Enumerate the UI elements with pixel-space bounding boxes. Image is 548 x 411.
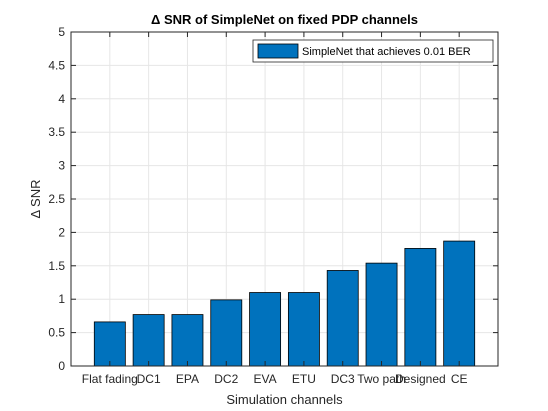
y-tick-label: 0 bbox=[58, 359, 65, 373]
y-tick-label: 3.5 bbox=[48, 125, 65, 139]
y-tick-label: 2 bbox=[58, 225, 65, 239]
bar-dc3 bbox=[326, 270, 359, 367]
legend: SimpleNet that achieves 0.01 BER bbox=[252, 39, 494, 63]
bar-dc1 bbox=[132, 314, 165, 367]
y-tick-label: 4 bbox=[58, 92, 65, 106]
x-tick-label: ETU bbox=[292, 372, 316, 386]
x-tick-label: EVA bbox=[254, 372, 277, 386]
x-tick-label: DC3 bbox=[331, 372, 355, 386]
legend-box bbox=[252, 39, 494, 63]
bar-ce bbox=[443, 240, 476, 367]
y-tick-label: 0.5 bbox=[48, 326, 65, 340]
chart-title: Δ SNR of SimpleNet on fixed PDP channels bbox=[151, 12, 418, 27]
bar-eva bbox=[249, 292, 282, 367]
bar-etu bbox=[287, 292, 320, 367]
x-tick-label: DC2 bbox=[214, 372, 238, 386]
bar-flat-fading bbox=[93, 321, 126, 367]
x-axis-title: Simulation channels bbox=[226, 392, 343, 407]
x-tick-label: EPA bbox=[176, 372, 199, 386]
x-tick-label: Flat fading bbox=[82, 372, 138, 386]
legend-entry-label: SimpleNet that achieves 0.01 BER bbox=[302, 46, 471, 58]
x-tick-label: Designed bbox=[395, 372, 446, 386]
y-tick-label: 2.5 bbox=[48, 192, 65, 206]
y-tick-label: 5 bbox=[58, 25, 65, 39]
ticks bbox=[71, 31, 498, 367]
y-tick-label: 1 bbox=[58, 292, 65, 306]
bar-two-path bbox=[365, 262, 398, 367]
bar-epa bbox=[171, 314, 204, 367]
y-axis-title: Δ SNR bbox=[28, 179, 43, 218]
bar-dc2 bbox=[210, 299, 243, 367]
y-tick-label: 4.5 bbox=[48, 58, 65, 72]
legend-swatch bbox=[257, 43, 299, 59]
x-tick-label: CE bbox=[451, 372, 468, 386]
bars bbox=[93, 240, 476, 367]
y-tick-label: 1.5 bbox=[48, 259, 65, 273]
bar-designed bbox=[404, 248, 437, 367]
x-tick-label: Two path bbox=[357, 372, 406, 386]
x-tick-label: DC1 bbox=[137, 372, 161, 386]
y-tick-label: 3 bbox=[58, 159, 65, 173]
y-tick-labels: 0 0.5 1 1.5 2 2.5 3 3.5 4 4.5 5 bbox=[48, 25, 65, 373]
